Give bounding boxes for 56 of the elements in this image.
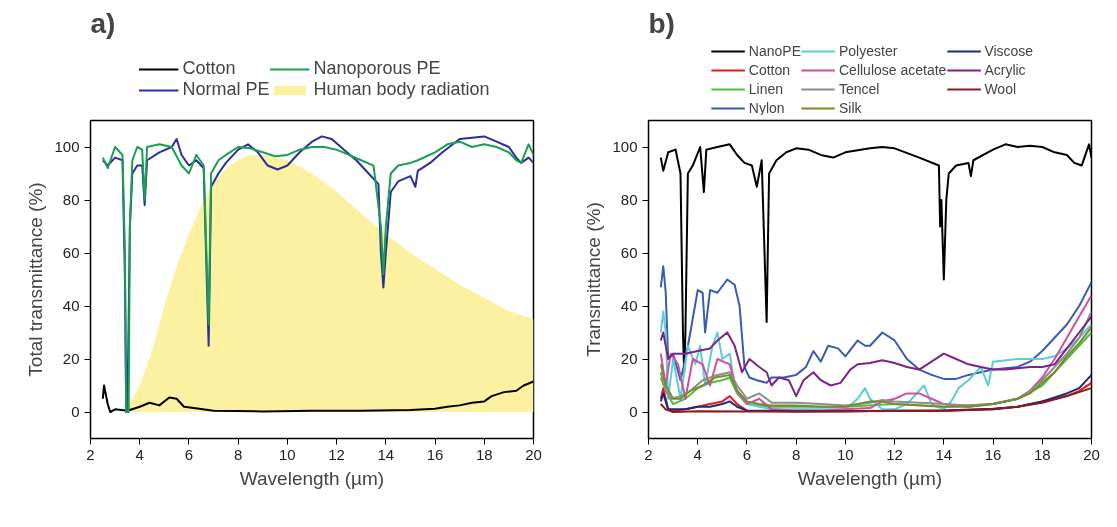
y-tick-label: 80 bbox=[620, 191, 638, 208]
chart-title: b) bbox=[648, 7, 675, 39]
x-tick-label: 20 bbox=[1083, 445, 1100, 463]
x-tick-label: 18 bbox=[475, 445, 493, 463]
line-series bbox=[101, 380, 534, 413]
legend-label: Human body radiation bbox=[313, 79, 490, 100]
x-axis-title: Wavelength (µm) bbox=[239, 467, 385, 489]
legend-label: Polyester bbox=[838, 42, 898, 60]
x-tick-label: 14 bbox=[377, 445, 395, 463]
legend-label: Normal PE bbox=[182, 79, 270, 100]
x-tick-label: 2 bbox=[86, 445, 95, 463]
y-tick-label: 60 bbox=[62, 244, 80, 261]
x-tick-label: 2 bbox=[644, 445, 653, 463]
y-tick-label: 40 bbox=[62, 297, 80, 314]
y-tick-label: 40 bbox=[620, 297, 638, 314]
legend-label: Wool bbox=[984, 79, 1017, 98]
legend-label: Tencel bbox=[838, 79, 880, 98]
legend-label: Linen bbox=[748, 79, 784, 98]
legend-label: Silk bbox=[838, 98, 862, 117]
x-tick-label: 18 bbox=[1033, 445, 1051, 463]
legend-label: NanoPE bbox=[748, 42, 801, 60]
x-tick-label: 14 bbox=[935, 445, 953, 463]
y-tick-label: 20 bbox=[62, 350, 80, 367]
y-tick-label: 100 bbox=[612, 138, 638, 155]
line-series bbox=[659, 265, 1092, 384]
x-axis-title: Wavelength (µm) bbox=[797, 467, 943, 489]
x-tick-label: 16 bbox=[426, 445, 444, 463]
x-tick-label: 8 bbox=[792, 445, 801, 463]
x-tick-label: 20 bbox=[525, 445, 542, 463]
legend-label: Cellulose acetate bbox=[838, 60, 947, 79]
legend-label: Cotton bbox=[748, 60, 791, 79]
legend-label: Cotton bbox=[182, 58, 236, 79]
legend-label: Acrylic bbox=[984, 60, 1026, 79]
y-tick-label: 100 bbox=[54, 138, 80, 155]
x-tick-label: 4 bbox=[135, 445, 144, 463]
y-tick-label: 60 bbox=[620, 244, 638, 261]
legend-label: Nanoporous PE bbox=[313, 58, 441, 79]
y-tick-label: 20 bbox=[620, 350, 638, 367]
x-tick-label: 6 bbox=[742, 445, 752, 463]
line-series bbox=[659, 387, 1092, 413]
x-tick-label: 12 bbox=[328, 445, 345, 463]
x-tick-label: 16 bbox=[984, 445, 1002, 463]
y-tick-label: 80 bbox=[62, 191, 80, 208]
y-axis-title: Transmittance (%) bbox=[583, 202, 605, 357]
x-tick-label: 6 bbox=[184, 445, 194, 463]
x-tick-label: 10 bbox=[837, 445, 854, 463]
legend-label: Nylon bbox=[748, 98, 785, 117]
x-tick-label: 4 bbox=[693, 445, 702, 463]
legend-label: Viscose bbox=[984, 42, 1034, 60]
x-tick-label: 8 bbox=[234, 445, 243, 463]
x-tick-label: 12 bbox=[886, 445, 903, 463]
y-axis-title: Total transmittance (%) bbox=[25, 182, 47, 377]
y-tick-label: 0 bbox=[629, 403, 638, 420]
chart-title: a) bbox=[90, 7, 116, 39]
x-tick-label: 10 bbox=[279, 445, 296, 463]
y-tick-label: 0 bbox=[71, 403, 80, 420]
